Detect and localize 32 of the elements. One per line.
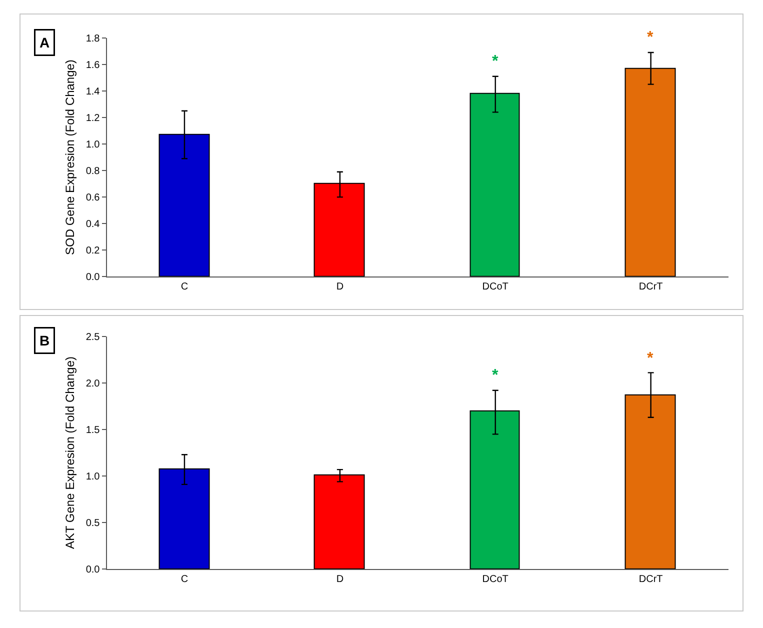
annotation: *: [492, 53, 499, 70]
x-tick-label: DCrT: [638, 282, 663, 293]
x-tick-label: C: [180, 282, 188, 293]
y-tick-label: 2.5: [86, 332, 100, 343]
x-tick-label: D: [336, 282, 344, 293]
y-tick-label: 1.5: [86, 425, 100, 436]
y-tick-label: 0.0: [86, 272, 100, 284]
y-tick-label: 1.0: [86, 140, 100, 151]
y-tick-label: 2.0: [86, 378, 100, 390]
annotation: *: [492, 367, 499, 384]
annotation: *: [647, 350, 654, 367]
x-tick-label: DCoT: [482, 282, 508, 293]
y-tick-label: 1.4: [86, 86, 100, 98]
annotation: *: [647, 29, 654, 46]
y-tick-label: 0.5: [86, 518, 100, 530]
y-tick-label: 0.0: [86, 564, 100, 576]
y-tick-label: 0.8: [86, 166, 100, 178]
y-axis-title: SOD Gene Expresion (Fold Change): [63, 60, 78, 255]
y-tick-label: 0.4: [86, 219, 100, 230]
y-tick-label: 1.2: [86, 112, 100, 124]
chart-title: A: [40, 34, 50, 50]
y-tick-label: 1.8: [86, 33, 100, 44]
chart-title: B: [40, 332, 50, 348]
y-tick-label: 1.0: [86, 472, 100, 483]
x-tick-label: DCrT: [638, 574, 663, 586]
x-tick-label: DCoT: [482, 574, 508, 586]
y-axis-title: AKT Gene Expresion (Fold Change): [63, 356, 78, 550]
x-tick-label: D: [336, 574, 344, 586]
y-tick-label: 0.6: [86, 192, 100, 204]
y-tick-label: 0.2: [86, 246, 100, 257]
x-tick-label: C: [180, 574, 188, 586]
y-tick-label: 1.6: [86, 60, 100, 71]
